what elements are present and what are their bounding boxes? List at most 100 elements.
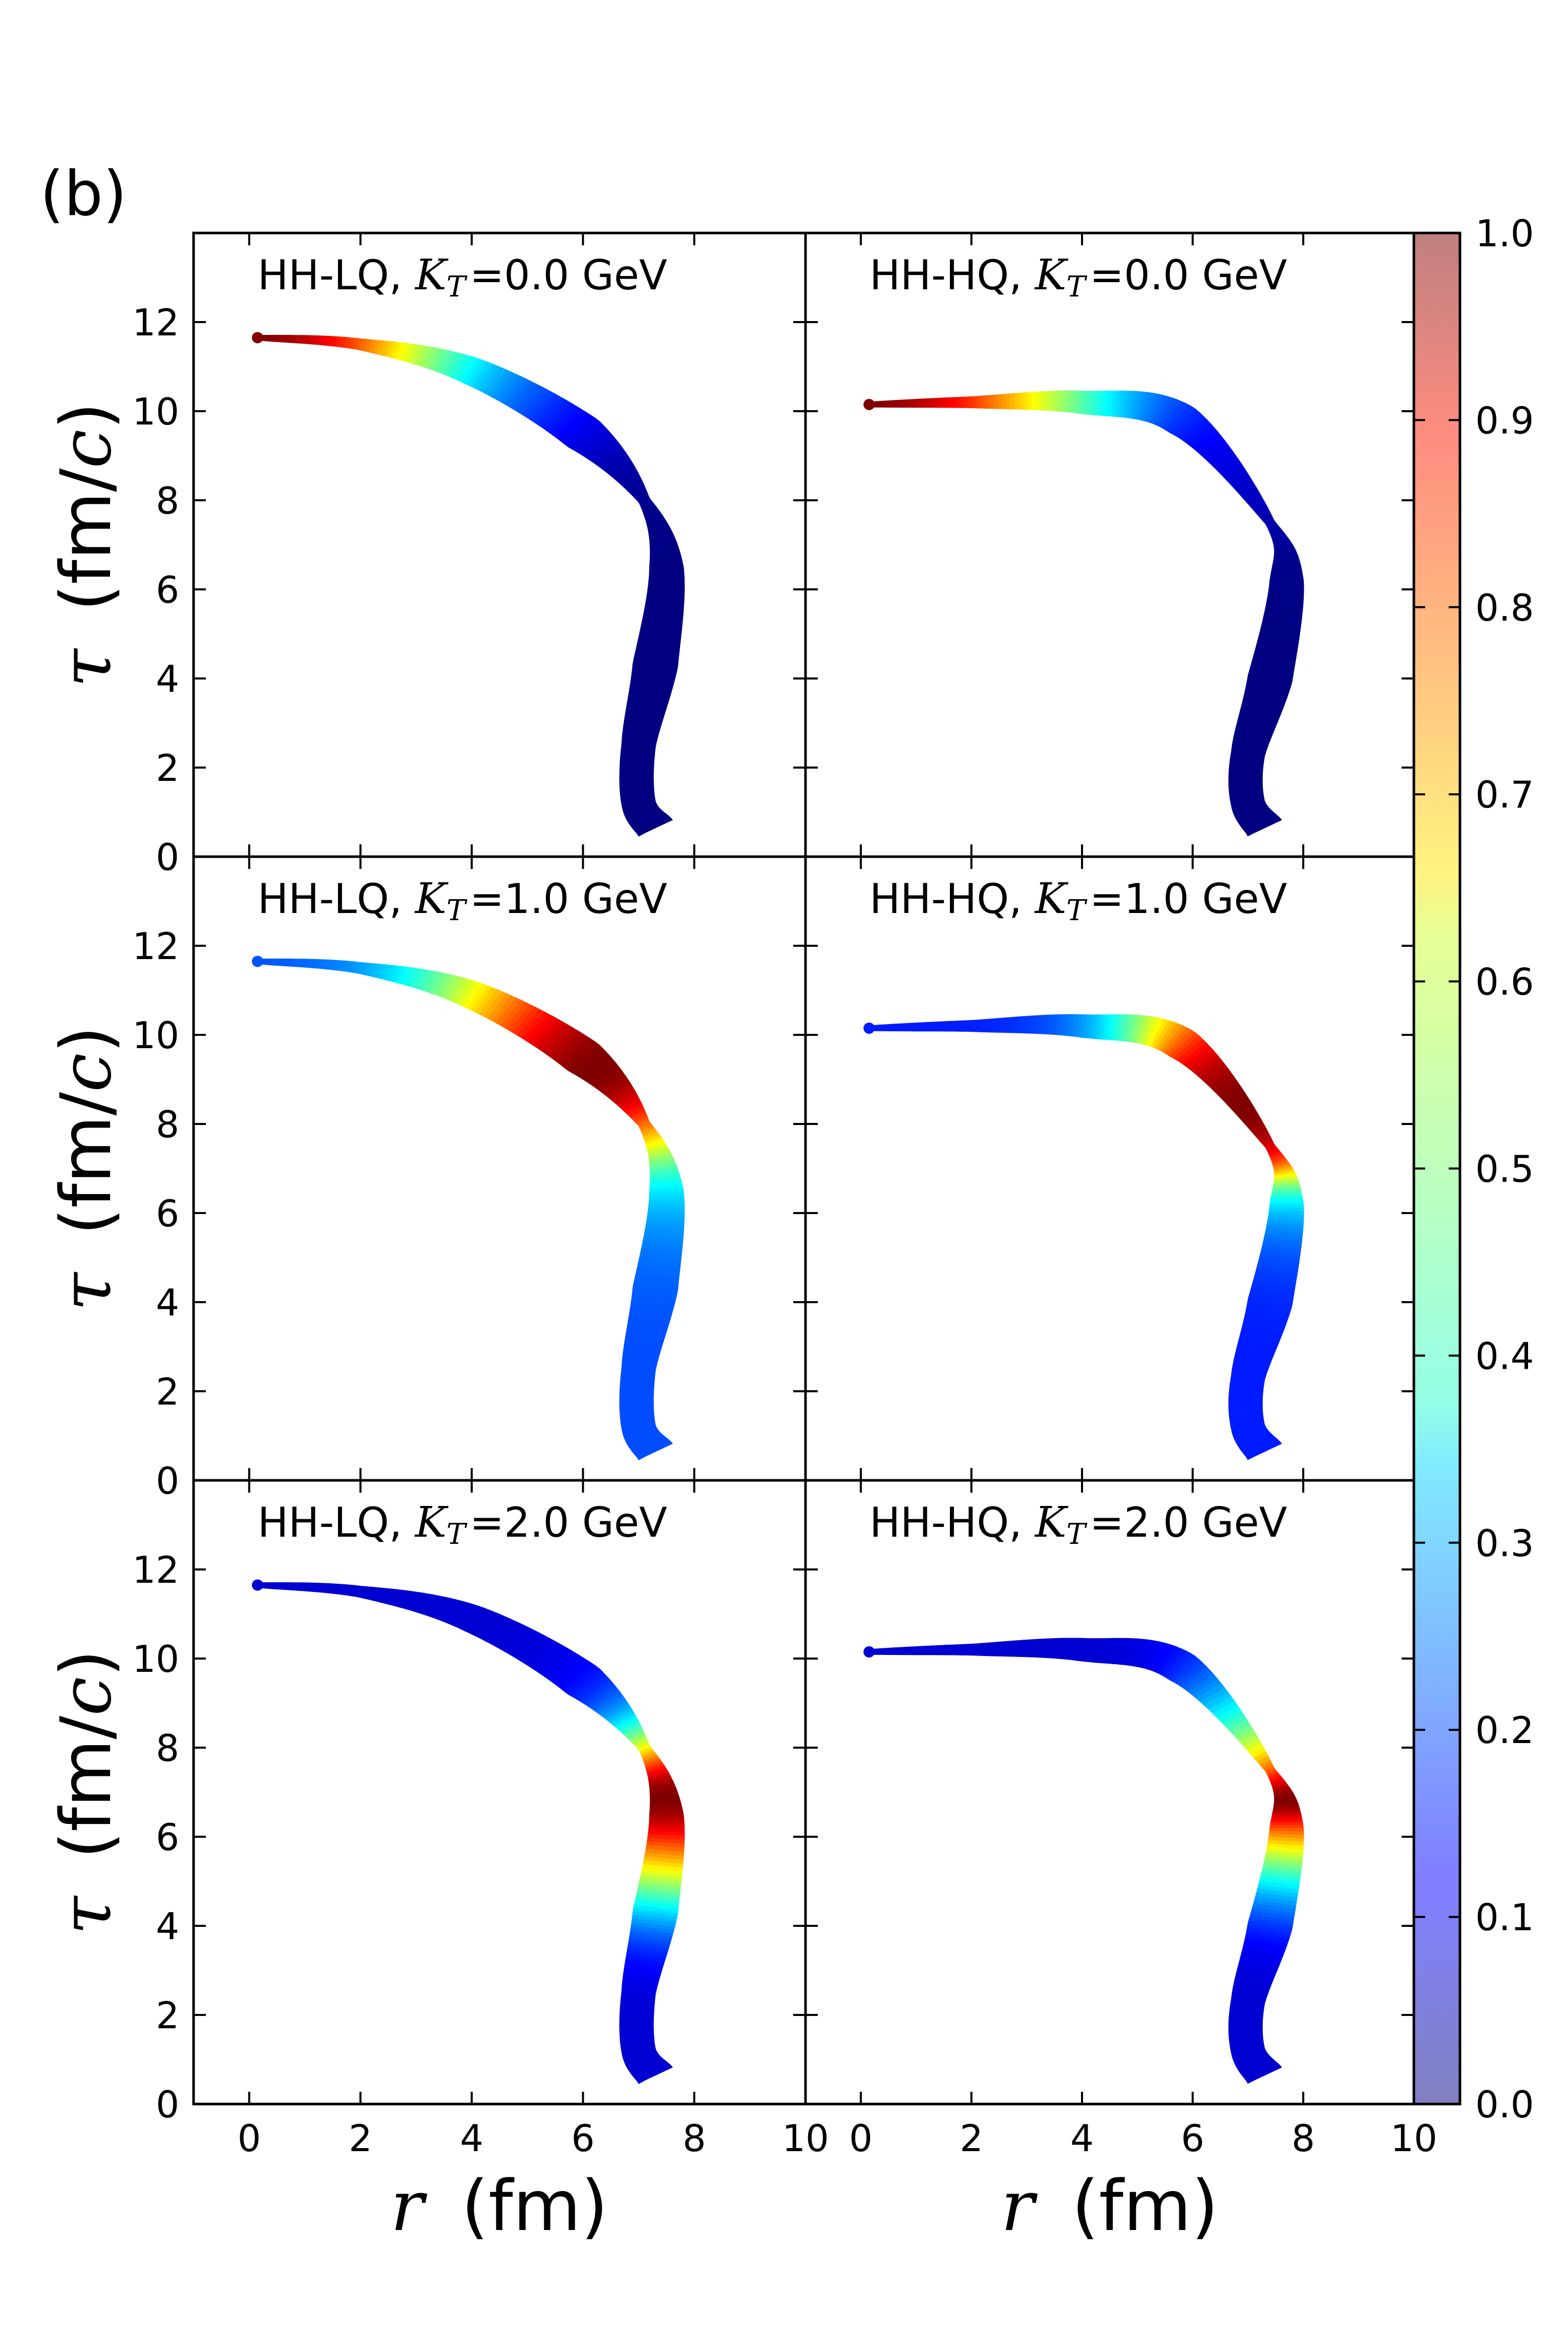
surface-segment — [1246, 1442, 1282, 1460]
surface-lq-kt0 — [251, 332, 685, 837]
xlabel-r: r — [391, 2166, 428, 2247]
ylabel-close: ) — [46, 1650, 127, 1677]
y-tick-label: 8 — [156, 1103, 179, 1146]
colorbar-tick-label: 0.3 — [1475, 1522, 1534, 1565]
x-tick-label: 8 — [1291, 2117, 1315, 2160]
y-tick-label: 10 — [132, 1638, 179, 1681]
y-tick-label: 0 — [156, 1459, 179, 1502]
colorbar-tick-label: 0.7 — [1475, 773, 1534, 816]
surface-lq-kt2 — [251, 1579, 685, 2084]
ylabel-c: c — [46, 1677, 127, 1716]
y-tick-label: 6 — [156, 568, 179, 611]
ylabel-unit: (fm/ — [46, 1092, 127, 1235]
surface-hq-kt1 — [863, 1014, 1304, 1460]
surface-segment — [638, 818, 673, 837]
surface-segment — [951, 1644, 958, 1655]
surface-segment — [951, 397, 958, 408]
surface-segment — [1246, 2066, 1282, 2084]
ylabel-close: ) — [46, 402, 127, 430]
y-tick-label: 6 — [156, 1816, 179, 1859]
panel-title-hq-kt0: HH-HQ, KT =0.0 GeV — [870, 251, 1287, 304]
y-tick-label: 2 — [156, 1994, 179, 2037]
panel-title-lq-kt1: HH-LQ, KT =1.0 GeV — [258, 875, 667, 927]
x-tick-label: 2 — [349, 2117, 372, 2160]
y-tick-label: 2 — [156, 1370, 179, 1413]
x-tick-label: 10 — [1390, 2117, 1437, 2160]
colorbar-tick-label: 0.8 — [1475, 586, 1534, 629]
svg-text:τ (fm/c): τ (fm/c) — [46, 1650, 127, 1935]
panel-title-hq-kt2: HH-HQ, KT =2.0 GeV — [870, 1498, 1287, 1551]
surface-segment — [638, 2066, 673, 2084]
y-tick-label: 2 — [156, 747, 179, 790]
ylabel-close: ) — [46, 1026, 127, 1053]
surface-segment — [951, 1021, 958, 1032]
colorbar-tick-label: 0.2 — [1475, 1709, 1534, 1752]
colorbar-tick-label: 0.1 — [1475, 1896, 1534, 1939]
y-tick-label: 8 — [156, 479, 179, 522]
colorbar-tick-label: 0.6 — [1475, 961, 1534, 1004]
y-tick-label: 4 — [156, 657, 179, 700]
xlabel-r: r — [1001, 2166, 1038, 2247]
surface-segment — [1040, 391, 1045, 411]
surface-lq-kt1 — [251, 955, 685, 1460]
xlabel-unit: (fm) — [461, 2166, 608, 2247]
panel-frame-hq-kt2 — [804, 1479, 1415, 2106]
figure-label: (b) — [40, 159, 127, 230]
surface-hq-kt2 — [863, 1638, 1304, 2084]
axis-ticks: 0 2 4 6 8 10 12 0 2 4 6 8 10 12 0 2 4 6 8 10 12 0 2 4 6 8 10 0 2 4 6 8 1… — [132, 233, 1437, 2160]
ylabel-row-1: τ (fm/c) — [46, 402, 127, 688]
panel-title-hq-kt1: HH-HQ, KT =1.0 GeV — [870, 875, 1287, 927]
panel-frame-hq-kt1 — [804, 855, 1415, 1482]
colorbar-tick-label: 1.0 — [1475, 212, 1534, 255]
ylabel-unit: (fm/ — [46, 469, 127, 611]
y-tick-label: 0 — [156, 836, 179, 879]
ylabel-c: c — [46, 430, 127, 469]
panel-frame-lq-kt2 — [192, 1479, 807, 2106]
ylabel-row-2: τ (fm/c) — [46, 1026, 127, 1311]
colorbar-ticks: 0.0 0.1 0.2 0.3 0.4 0.5 0.6 0.7 0.8 0.9 1.0 — [1414, 212, 1534, 2126]
x-tick-label: 6 — [1181, 2117, 1204, 2160]
panel-title-lq-kt2: HH-LQ, KT =2.0 GeV — [258, 1498, 667, 1551]
surface-segment — [1035, 391, 1041, 411]
panel-title-lq-kt0: HH-LQ, KT =0.0 GeV — [258, 251, 667, 304]
surface-tip-point — [251, 332, 263, 344]
surface-tip-point — [863, 1646, 875, 1658]
ylabel-tau: τ — [46, 1895, 127, 1935]
y-tick-label: 10 — [132, 1014, 179, 1057]
ylabel-c: c — [46, 1053, 127, 1092]
y-tick-label: 0 — [156, 2083, 179, 2126]
surface-segment — [638, 1442, 673, 1460]
ylabel-unit: (fm/ — [46, 1716, 127, 1859]
x-tick-label: 10 — [782, 2117, 829, 2160]
svg-text:τ (fm/c): τ (fm/c) — [46, 402, 127, 688]
x-tick-label: 4 — [1070, 2117, 1094, 2160]
surface-segment — [1035, 1015, 1041, 1034]
x-tick-label: 0 — [238, 2117, 261, 2160]
surface-segment — [1040, 1014, 1045, 1034]
y-tick-label: 4 — [156, 1281, 179, 1324]
xlabel-right: r (fm) — [1001, 2166, 1219, 2247]
y-tick-label: 12 — [132, 925, 179, 968]
x-tick-label: 8 — [683, 2117, 706, 2160]
surface-hq-kt0 — [863, 390, 1304, 837]
y-tick-label: 10 — [132, 390, 179, 433]
plot-area — [251, 332, 1304, 2084]
panel-annotations: HH-LQ, KT =0.0 GeV HH-HQ, KT =0.0 GeV HH-LQ,… — [258, 251, 1287, 1551]
surface-segment — [1246, 819, 1282, 837]
x-tick-label: 6 — [571, 2117, 595, 2160]
colorbar-tick-label: 0.5 — [1475, 1148, 1534, 1191]
surface-segment — [1040, 1638, 1045, 1658]
colorbar-tick-label: 0.4 — [1475, 1334, 1534, 1377]
panel-frame-lq-kt1 — [192, 855, 807, 1482]
xlabel-unit: (fm) — [1072, 2166, 1218, 2247]
x-tick-label: 0 — [849, 2117, 873, 2160]
x-tick-label: 2 — [960, 2117, 983, 2160]
y-tick-label: 8 — [156, 1727, 179, 1770]
y-tick-label: 6 — [156, 1192, 179, 1235]
ylabel-tau: τ — [46, 1271, 127, 1311]
xlabel-left: r (fm) — [391, 2166, 608, 2247]
surface-tip-point — [251, 1579, 263, 1591]
surface-segment — [1035, 1639, 1041, 1658]
y-tick-label: 12 — [132, 1548, 179, 1591]
